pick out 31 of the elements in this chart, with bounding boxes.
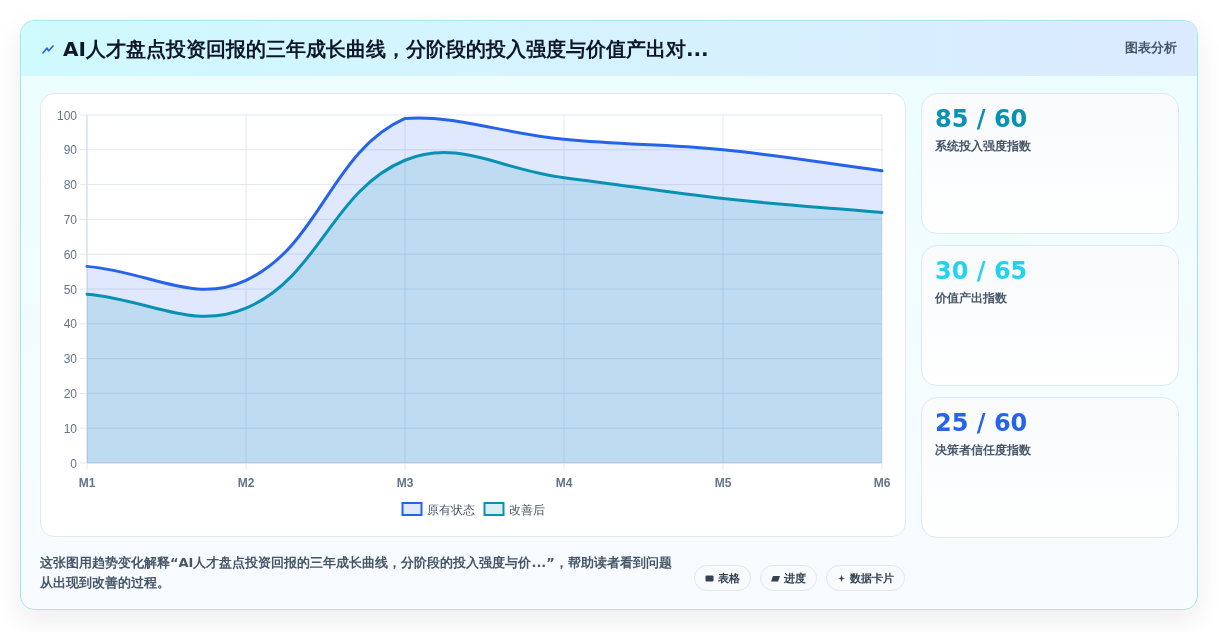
text: 系统投入强度指数 bbox=[935, 138, 1031, 154]
text: 表格 bbox=[718, 570, 740, 586]
text: 数据卡片 bbox=[850, 570, 894, 586]
y-tick-label: 60 bbox=[63, 247, 78, 262]
y-tick-label: 40 bbox=[63, 317, 78, 332]
y-tick-label: 100 bbox=[56, 108, 78, 123]
y-tick-label: 0 bbox=[70, 456, 78, 471]
text: 85 / 60 bbox=[935, 104, 1028, 134]
y-tick-label: 80 bbox=[63, 178, 78, 193]
x-tick-label: M2 bbox=[237, 476, 255, 490]
legend-label: 改善后 bbox=[508, 502, 545, 517]
text: 价值产出指数 bbox=[935, 290, 1007, 306]
x-tick-label: M3 bbox=[396, 476, 414, 490]
legend-label: 原有状态 bbox=[426, 502, 475, 517]
y-tick-label: 50 bbox=[63, 282, 78, 297]
chart-title: AI人才盘点投资回报的三年成长曲线，分阶段的投入强度与价值产出对... bbox=[63, 36, 709, 63]
y-tick-label: 30 bbox=[63, 352, 78, 367]
text: 25 / 60 bbox=[935, 408, 1028, 438]
text: 30 / 65 bbox=[935, 256, 1028, 286]
y-tick-label: 10 bbox=[63, 421, 78, 436]
x-tick-label: M6 bbox=[873, 476, 891, 490]
y-tick-label: 90 bbox=[63, 143, 78, 158]
x-tick-label: M1 bbox=[78, 476, 96, 490]
y-tick-label: 20 bbox=[63, 386, 78, 401]
x-tick-label: M5 bbox=[714, 476, 732, 490]
text: 图表分析 bbox=[1125, 39, 1177, 57]
text: 决策者信任度指数 bbox=[935, 442, 1031, 458]
text: 这张图用趋势变化解释“AI人才盘点投资回报的三年成长曲线，分阶段的投入强度与价...”，帮助读者看到问题从出现到改善的过程。 bbox=[40, 554, 673, 592]
text: 进度 bbox=[784, 570, 806, 586]
y-tick-label: 70 bbox=[63, 212, 78, 227]
x-tick-label: M4 bbox=[555, 476, 573, 490]
